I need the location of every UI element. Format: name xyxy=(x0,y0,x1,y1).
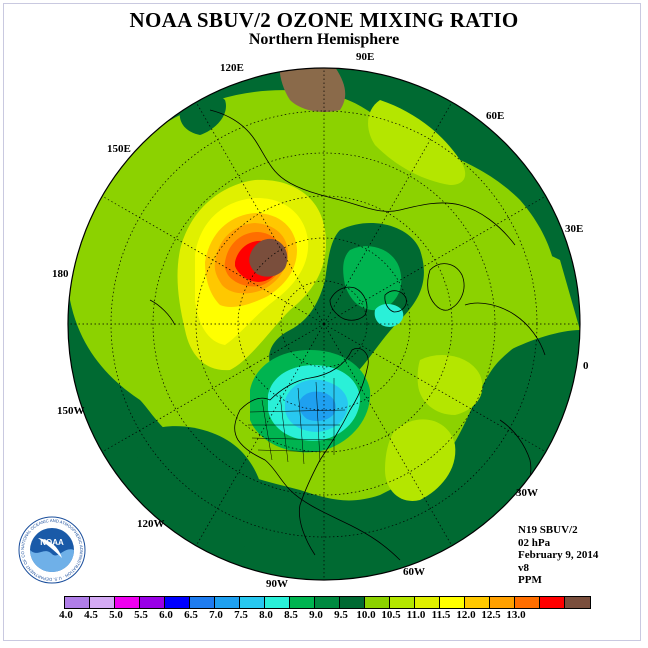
lon-label-60w: 60W xyxy=(403,566,425,578)
colorbar-segment xyxy=(215,597,240,608)
colorbar-tick-label: 12.5 xyxy=(481,609,501,621)
lon-label-120e: 120E xyxy=(220,62,244,74)
colorbar-tick-label: 7.0 xyxy=(209,609,223,621)
colorbar-tick-label: 6.0 xyxy=(159,609,173,621)
colorbar-tick-label: 5.5 xyxy=(134,609,148,621)
lon-label-150e: 150E xyxy=(107,143,131,155)
colorbar-segment xyxy=(290,597,315,608)
colorbar-segment xyxy=(440,597,465,608)
colorbar-tick-label: 8.0 xyxy=(259,609,273,621)
lon-label-120w: 120W xyxy=(137,518,165,530)
colorbar-tick-label: 5.0 xyxy=(109,609,123,621)
field-lightlime-atlantic xyxy=(385,419,456,501)
colorbar-segment xyxy=(515,597,540,608)
lon-label-30w: 30W xyxy=(516,487,538,499)
info-version: v8 xyxy=(518,561,529,574)
field-green-center xyxy=(343,246,402,311)
colorbar-tick-label: 12.0 xyxy=(456,609,476,621)
coastlines xyxy=(149,109,546,561)
noaa-logo: NATIONAL OCEANIC AND ATMOSPHERIC ADMINIS… xyxy=(18,516,86,584)
colorbar-segment xyxy=(240,597,265,608)
colorbar-segment xyxy=(115,597,140,608)
colorbar-tick-label: 9.0 xyxy=(309,609,323,621)
info-date: February 9, 2014 xyxy=(518,549,599,561)
colorbar-segment xyxy=(490,597,515,608)
colorbar-tick-label: 7.5 xyxy=(234,609,248,621)
colorbar-ticks: 4.0 4.5 5.0 5.5 6.0 6.5 7.0 7.5 8.0 8.5 9.0 9.5 10.0… xyxy=(59,609,570,623)
info-level: 02 hPa xyxy=(518,536,551,549)
meridians xyxy=(68,68,580,580)
colorbar-segment xyxy=(540,597,565,608)
map-boundary xyxy=(67,67,581,581)
lon-label-0: 0 xyxy=(583,360,589,372)
colorbar-segment xyxy=(415,597,440,608)
colorbar-tick-label: 10.5 xyxy=(381,609,401,621)
lon-label-60e: 60E xyxy=(486,110,505,122)
colorbar-tick-label: 4.5 xyxy=(84,609,98,621)
colorbar-tick-label: 11.0 xyxy=(406,609,426,621)
info-units: PPM xyxy=(518,574,542,586)
colorbar-segment xyxy=(465,597,490,608)
field-brown-high xyxy=(249,238,288,277)
colorbar-segment xyxy=(390,597,415,608)
colorbar-segment xyxy=(65,597,90,608)
colorbar-segment xyxy=(190,597,215,608)
colorbar-tick-label: 9.5 xyxy=(334,609,348,621)
colorbar-segment xyxy=(340,597,365,608)
state-lines xyxy=(248,378,346,465)
colorbar xyxy=(64,596,591,609)
colorbar-segment xyxy=(365,597,390,608)
field-cyan-east xyxy=(374,304,404,327)
info-block: N19 SBUV/2 02 hPa February 9, 2014 v8 PP… xyxy=(518,524,598,587)
colorbar-tick-label: 6.5 xyxy=(184,609,198,621)
field-brown-top xyxy=(279,68,346,112)
page-title: NOAA SBUV/2 OZONE MIXING RATIO xyxy=(129,8,519,32)
lon-label-90w: 90W xyxy=(266,578,288,590)
colorbar-tick-label: 10.0 xyxy=(356,609,376,621)
figure-frame xyxy=(3,3,641,641)
lon-label-150w: 150W xyxy=(57,405,85,417)
colorbar-tick-label: 4.0 xyxy=(59,609,73,621)
info-satellite: N19 SBUV/2 xyxy=(518,524,578,536)
colorbar-tick-label: 8.5 xyxy=(284,609,298,621)
field-lime-east xyxy=(430,236,580,358)
colorbar-tick-label: 11.5 xyxy=(431,609,451,621)
colorbar-segment xyxy=(565,597,590,608)
colorbar-segment xyxy=(315,597,340,608)
colorbar-segment xyxy=(265,597,290,608)
field-lightlime-europe xyxy=(417,355,483,415)
colorbar-segment xyxy=(165,597,190,608)
lon-label-180: 180 xyxy=(52,268,69,280)
field-blue-low xyxy=(299,391,336,422)
colorbar-tick-label: 13.0 xyxy=(506,609,526,621)
lon-label-90e: 90E xyxy=(356,51,375,63)
lon-label-30e: 30E xyxy=(565,223,584,235)
colorbar-segment xyxy=(90,597,115,608)
page-subtitle: Northern Hemisphere xyxy=(248,31,400,48)
field-lightlime-siberia xyxy=(368,100,466,185)
colorbar-segment xyxy=(140,597,165,608)
logo-noaa-text: NOAA xyxy=(40,538,64,547)
